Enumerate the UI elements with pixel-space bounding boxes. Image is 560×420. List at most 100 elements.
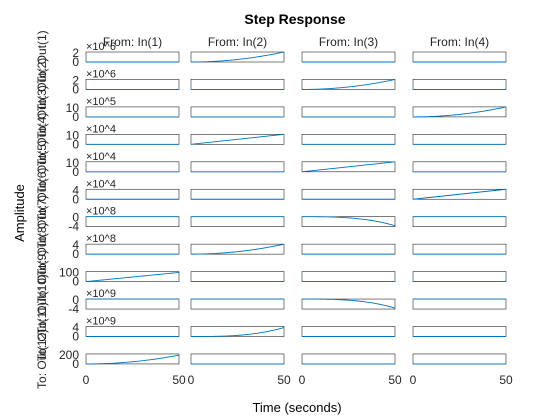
subplot-r2-c2 (190, 79, 285, 90)
subplot-r10-c3 (301, 298, 396, 310)
subplot-r11-c3 (301, 326, 396, 337)
subplot-r3-c2 (190, 106, 285, 118)
subplot-r11-c1 (85, 326, 180, 337)
subplot-r4-c1 (85, 134, 180, 145)
row-label-out5: To: Out(5) (35, 140, 49, 193)
y-tick-label-top-r4: 10 (66, 128, 80, 142)
subplot-r9-c2 (190, 271, 285, 282)
row-label-out2: To: Out(2) (35, 58, 49, 111)
subplot-r10-c4 (412, 298, 507, 310)
column-label-2: From: In(2) (208, 35, 267, 49)
y-tick-label-bottom-r12: 0 (72, 357, 79, 371)
subplot-r8-c1 (85, 243, 180, 255)
subplot-r6-c2 (190, 188, 285, 200)
y-axis-label: Amplitude (12, 184, 27, 242)
row-label-out1: To: Out(1) (35, 30, 49, 83)
subplot-r12-c2 (190, 353, 285, 365)
x-tick-label-start-c2: 0 (188, 373, 195, 387)
subplot-r12-c1 (85, 353, 180, 365)
y-tick-label-top-r11: 4 (72, 321, 79, 335)
x-axis-label: Time (seconds) (252, 400, 341, 415)
step-response-curve-r7-c3 (302, 216, 396, 227)
subplot-r12-c4 (412, 353, 507, 365)
subplot-r4-c3 (301, 134, 396, 145)
y-tick-label-bottom-r7: -4 (68, 220, 79, 234)
x-tick-label-end-c1: 50 (172, 373, 186, 387)
subplot-r2-c3 (301, 79, 396, 90)
subplot-r1-c4 (412, 51, 507, 63)
y-tick-label-top-r9: 100 (59, 266, 79, 280)
subplot-r1-c2 (190, 51, 285, 63)
x-tick-label-start-c4: 0 (410, 373, 417, 387)
column-label-4: From: In(4) (430, 35, 489, 49)
y-exponent-r10: ×10^9 (86, 288, 116, 300)
row-label-out4: To: Out(4) (35, 113, 49, 166)
y-tick-label-top-r2: 2 (72, 73, 79, 87)
y-tick-label-top-r3: 10 (66, 101, 80, 115)
subplot-r3-c4 (412, 106, 507, 118)
step-response-curve-r8-c2 (190, 243, 285, 255)
subplot-r7-c4 (412, 216, 507, 227)
subplot-r12-c3 (301, 353, 396, 365)
subplot-r8-c4 (412, 243, 507, 255)
row-label-out12: To: Out(12) (35, 329, 49, 389)
y-tick-label-bottom-r9: 0 (72, 275, 79, 289)
y-exponent-r6: ×10^4 (86, 178, 116, 190)
subplot-r10-c1 (85, 298, 180, 310)
row-label-out6: To: Out(6) (35, 168, 49, 221)
y-tick-label-bottom-r8: 0 (72, 247, 79, 261)
subplot-r7-c3 (301, 216, 396, 227)
y-exponent-r5: ×10^4 (86, 151, 116, 163)
subplot-r6-c3 (301, 188, 396, 200)
x-tick-label-end-c4: 50 (499, 373, 513, 387)
x-tick-label-start-c3: 0 (299, 373, 306, 387)
y-tick-label-top-r8: 4 (72, 238, 79, 252)
subplot-r5-c1 (85, 161, 180, 173)
y-tick-label-top-r6: 4 (72, 183, 79, 197)
y-tick-label-bottom-r3: 0 (72, 110, 79, 124)
y-exponent-r4: ×10^4 (86, 123, 116, 135)
row-label-out8: To: Out(8) (35, 222, 49, 275)
y-tick-label-top-r10: 0 (72, 293, 79, 307)
row-label-out11: To: Out(11) (35, 302, 49, 361)
subplot-r8-c3 (301, 243, 396, 255)
step-response-curve-r6-c4 (412, 188, 507, 200)
subplot-r2-c1 (85, 79, 180, 90)
y-tick-label-bottom-r4: 0 (72, 137, 79, 151)
y-tick-label-top-r1: 2 (72, 46, 79, 60)
step-response-curve-r11-c2 (191, 327, 285, 337)
y-tick-label-bottom-r5: 0 (72, 165, 79, 179)
subplot-r10-c2 (190, 298, 285, 310)
x-tick-label-end-c3: 50 (388, 373, 402, 387)
step-response-curve-r9-c1 (85, 271, 180, 283)
y-tick-label-bottom-r2: 0 (72, 82, 79, 96)
subplot-r5-c2 (190, 161, 285, 173)
subplot-r9-c4 (412, 271, 507, 282)
y-tick-label-bottom-r1: 0 (72, 55, 79, 69)
column-label-3: From: In(3) (319, 35, 378, 49)
subplot-r3-c1 (85, 106, 180, 118)
step-response-curve-r4-c2 (190, 133, 285, 145)
y-tick-label-top-r12: 200 (59, 348, 79, 362)
subplot-r8-c2 (190, 243, 285, 255)
row-label-out9: To: Out(9) (35, 250, 49, 303)
subplot-r9-c3 (301, 271, 396, 282)
row-label-out10: To: Out(10) (35, 274, 49, 334)
row-label-out7: To: Out(7) (35, 195, 49, 248)
step-response-curve-r10-c3 (302, 298, 396, 309)
step-response-curve-r2-c3 (301, 79, 396, 90)
subplot-r5-c4 (412, 161, 507, 173)
step-response-curve-r12-c1 (85, 354, 180, 365)
subplot-r2-c4 (412, 79, 507, 90)
y-exponent-r1: ×10^6 (86, 41, 116, 53)
y-tick-label-bottom-r11: 0 (72, 330, 79, 344)
subplot-r11-c2 (190, 326, 285, 337)
subplot-r7-c2 (190, 216, 285, 227)
subplot-r11-c4 (412, 326, 507, 337)
y-exponent-r7: ×10^8 (86, 206, 116, 218)
subplot-grid: From: In(1) From: In(2) From: In(3) From: I… (35, 30, 513, 389)
subplot-r6-c1 (85, 188, 180, 200)
y-tick-label-top-r7: 0 (72, 211, 79, 225)
subplot-r1-c3 (301, 51, 396, 63)
